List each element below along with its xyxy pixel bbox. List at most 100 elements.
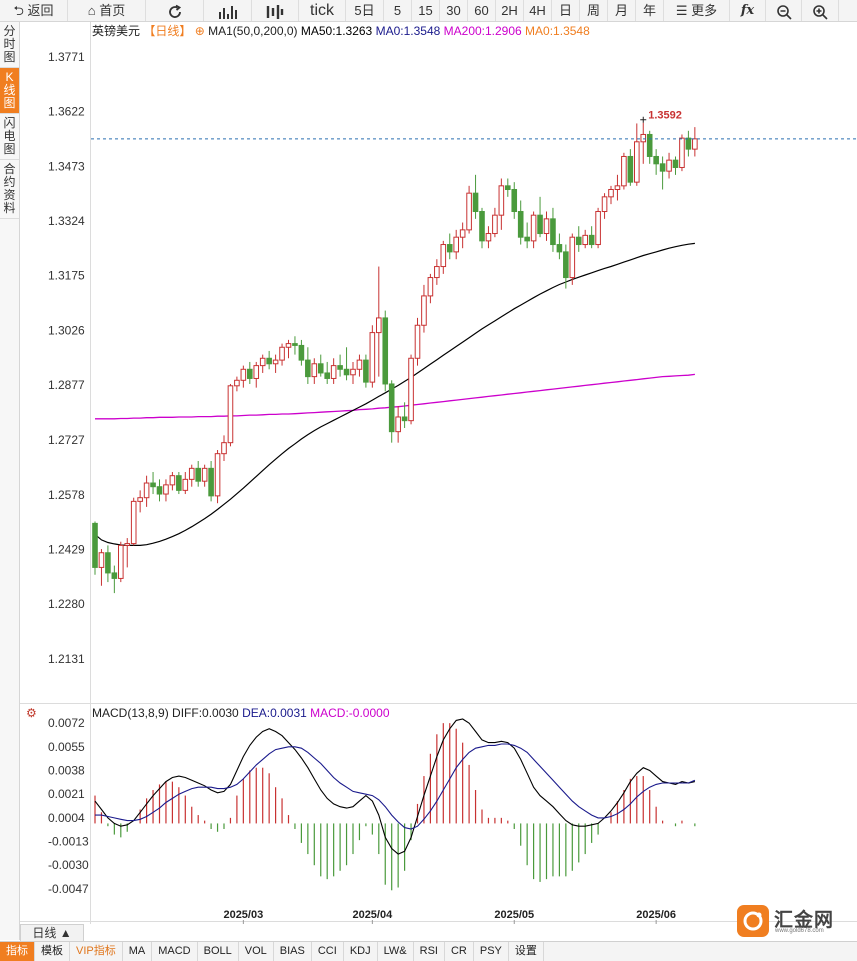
tab-contract-info[interactable]: 合约资料 bbox=[0, 160, 19, 219]
lw-tab[interactable]: LW& bbox=[378, 942, 414, 961]
candle-up bbox=[376, 317, 382, 334]
period-5day[interactable]: 5日 bbox=[346, 0, 384, 21]
legend-row: 英镑美元 【日线】 ⊕ MA1(50,0,200,0) MA50:1.3263 … bbox=[92, 23, 590, 38]
candle-down bbox=[588, 234, 595, 246]
candle-down bbox=[382, 317, 389, 385]
candle-up bbox=[118, 544, 124, 579]
period-60min[interactable]: 60 bbox=[468, 0, 496, 21]
candle-up bbox=[608, 188, 614, 198]
price-tick-label: 1.3026 bbox=[48, 323, 85, 337]
macd-tick-label: 0.0038 bbox=[48, 764, 85, 778]
candle-up bbox=[679, 137, 685, 168]
candle-down bbox=[511, 188, 518, 213]
tab-timeshare[interactable]: 分时图 bbox=[0, 22, 19, 68]
cci-tab[interactable]: CCI bbox=[312, 942, 344, 961]
candle-down bbox=[156, 486, 163, 495]
chart-type-button[interactable] bbox=[204, 0, 252, 21]
period-year[interactable]: 年 bbox=[636, 0, 664, 21]
price-tick-label: 1.2280 bbox=[48, 597, 85, 611]
boll-tab[interactable]: BOLL bbox=[198, 942, 239, 961]
candle-up bbox=[143, 482, 150, 499]
price-tick-label: 1.2877 bbox=[48, 378, 85, 392]
candle-up bbox=[692, 138, 698, 150]
candle-up bbox=[227, 385, 234, 444]
candle-up bbox=[453, 236, 459, 253]
candle-down bbox=[505, 185, 511, 190]
tab-kline[interactable]: K线图 bbox=[0, 68, 19, 114]
macd-settings-icon[interactable]: ⚙ bbox=[26, 706, 37, 720]
macd-title: MACD(13,8,9) bbox=[92, 706, 169, 720]
vip-indicator-tab[interactable]: VIP指标 bbox=[70, 942, 123, 961]
candle-up bbox=[485, 233, 492, 242]
candle-up bbox=[201, 467, 208, 482]
period-15min[interactable]: 15 bbox=[412, 0, 440, 21]
settings-tab[interactable]: 设置 bbox=[509, 942, 544, 961]
high-price-label: 1.3592 bbox=[648, 110, 682, 122]
period-day[interactable]: 日 bbox=[552, 0, 580, 21]
macd-tick-label: 0.0004 bbox=[48, 811, 85, 825]
candle-up bbox=[595, 211, 601, 246]
candle-up bbox=[569, 236, 576, 279]
period-selector[interactable]: 日线 ▲ bbox=[20, 924, 84, 943]
psy-tab[interactable]: PSY bbox=[474, 942, 509, 961]
indicator-button[interactable] bbox=[252, 0, 299, 21]
candle-down bbox=[176, 475, 182, 491]
ma-tab[interactable]: MA bbox=[123, 942, 153, 961]
candle-up bbox=[214, 453, 221, 497]
menu-icon: ☰ bbox=[675, 3, 688, 18]
template-tab[interactable]: 模板 bbox=[35, 942, 70, 961]
home-button[interactable]: ⌂ 首页 bbox=[68, 0, 146, 21]
macd-tick-label: 0.0021 bbox=[48, 787, 85, 801]
logo-text: 汇金网 bbox=[774, 910, 835, 931]
back-arrow-icon: ⮌ bbox=[13, 3, 24, 18]
x-axis-label: 2025/06 bbox=[636, 909, 676, 921]
price-tick-label: 1.3473 bbox=[48, 159, 85, 173]
back-button[interactable]: ⮌ 返回 bbox=[0, 0, 68, 21]
candle-up bbox=[272, 359, 279, 365]
legend-period: 【日线】 bbox=[143, 24, 191, 38]
period-month[interactable]: 月 bbox=[608, 0, 636, 21]
top-toolbar: ⮌ 返回 ⌂ 首页 tick 5日 5 15 30 60 2H 4H 日 周 月… bbox=[0, 0, 857, 22]
candle-up bbox=[395, 416, 401, 433]
candle-down bbox=[401, 416, 408, 422]
zoom-in-button[interactable] bbox=[802, 0, 839, 21]
macd-dea: DEA:0.0031 bbox=[242, 706, 307, 720]
indicator-bar: 指标 模板 VIP指标 MA MACD BOLL VOL BIAS CCI KD… bbox=[0, 941, 857, 961]
ma50-line bbox=[94, 242, 695, 547]
candle-down bbox=[150, 482, 156, 488]
more-button[interactable]: ☰ 更多 bbox=[664, 0, 730, 21]
candle-up bbox=[163, 484, 169, 495]
candle-up bbox=[285, 343, 292, 348]
candle-up bbox=[414, 324, 421, 359]
candle-down bbox=[266, 357, 272, 365]
rsi-tab[interactable]: RSI bbox=[414, 942, 445, 961]
period-2h[interactable]: 2H bbox=[496, 0, 524, 21]
kdj-tab[interactable]: KDJ bbox=[344, 942, 378, 961]
candle-down bbox=[672, 159, 679, 168]
bias-tab[interactable]: BIAS bbox=[274, 942, 312, 961]
zoom-out-button[interactable] bbox=[766, 0, 802, 21]
period-30min[interactable]: 30 bbox=[440, 0, 468, 21]
period-4h[interactable]: 4H bbox=[524, 0, 552, 21]
indicator-tab[interactable]: 指标 bbox=[0, 942, 35, 961]
candle-down bbox=[575, 236, 582, 246]
candle-up bbox=[421, 295, 427, 326]
high-marker bbox=[640, 116, 647, 123]
period-week[interactable]: 周 bbox=[580, 0, 608, 21]
price-tick-label: 1.3622 bbox=[48, 105, 85, 119]
ma200-line bbox=[95, 373, 695, 420]
refresh-button[interactable] bbox=[146, 0, 204, 21]
cr-tab[interactable]: CR bbox=[445, 942, 474, 961]
macd-tab[interactable]: MACD bbox=[152, 942, 198, 961]
logo-url: www.gold678.com bbox=[775, 928, 824, 934]
period-5min[interactable]: 5 bbox=[384, 0, 412, 21]
macd-dea-line bbox=[95, 743, 696, 830]
vol-tab[interactable]: VOL bbox=[239, 942, 274, 961]
candle-up bbox=[350, 368, 356, 376]
legend-ma-title: MA1(50,0,200,0) bbox=[208, 24, 297, 38]
tab-flash[interactable]: 闪电图 bbox=[0, 114, 19, 160]
formula-button[interactable]: fx bbox=[730, 0, 766, 21]
tick-button[interactable]: tick bbox=[299, 0, 346, 21]
candle-down bbox=[298, 344, 305, 361]
kline-chart[interactable]: 英镑美元 【日线】 ⊕ MA1(50,0,200,0) MA50:1.3263 … bbox=[20, 22, 857, 924]
